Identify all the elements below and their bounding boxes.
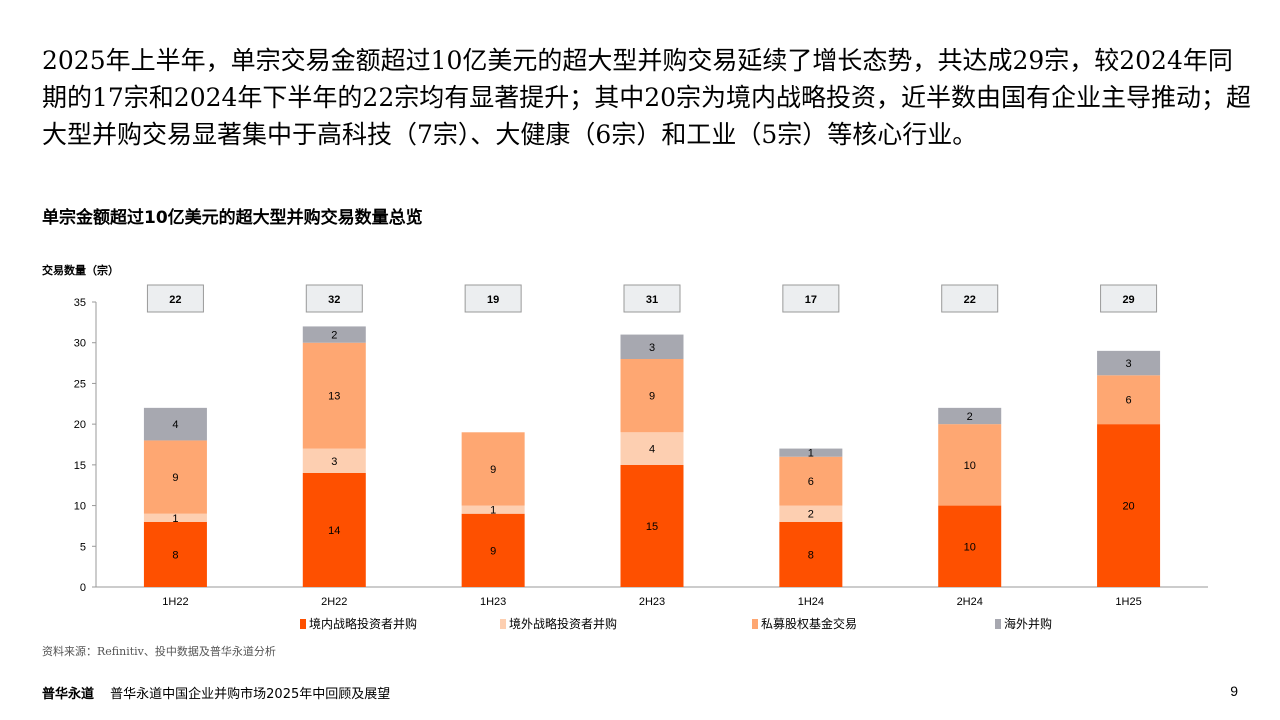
data-label: 1	[172, 513, 178, 525]
x-tick-label: 2H23	[639, 596, 665, 608]
bar-segment	[620, 359, 684, 433]
y-axis-label: 交易数量（宗）	[42, 264, 119, 277]
intro-paragraph: 2025年上半年，单宗交易金额超过10亿美元的超大型并购交易延续了增长态势，共达…	[42, 46, 1252, 149]
total-label: 29	[1122, 294, 1134, 306]
data-label: 4	[172, 419, 178, 431]
data-label: 13	[328, 391, 340, 403]
data-label: 9	[172, 472, 178, 484]
data-label: 2	[808, 509, 814, 521]
y-tick-label: 0	[80, 582, 86, 594]
total-label: 19	[487, 294, 499, 306]
bar-segment	[143, 513, 207, 522]
total-box	[623, 284, 681, 313]
y-tick-label: 25	[74, 378, 86, 390]
bar-segment	[143, 407, 207, 441]
footer-brand: 普华永道	[42, 687, 95, 702]
y-tick-label: 10	[74, 501, 86, 513]
total-label: 32	[328, 294, 340, 306]
legend-label: 私募股权基金交易	[761, 616, 857, 631]
bar-segment	[938, 424, 1002, 506]
x-tick-label: 1H25	[1115, 596, 1141, 608]
bar-segment	[938, 505, 1002, 587]
data-label: 20	[1122, 501, 1134, 513]
bar-segment	[461, 432, 525, 506]
bar-segment	[779, 505, 843, 522]
data-label: 3	[649, 342, 655, 354]
data-label: 1	[808, 448, 814, 460]
y-tick-label: 20	[74, 419, 86, 431]
total-box	[464, 284, 522, 313]
total-label: 31	[646, 294, 658, 306]
chart-title: 单宗金额超过10亿美元的超大型并购交易数量总览	[42, 208, 423, 228]
y-tick-label: 30	[74, 338, 86, 350]
bar-segment	[461, 505, 525, 514]
bar-segment	[620, 334, 684, 359]
data-label: 6	[1126, 395, 1132, 407]
data-label: 3	[331, 456, 337, 468]
x-tick-label: 2H22	[321, 596, 347, 608]
bar-segment	[1097, 424, 1161, 587]
y-tick-label: 5	[80, 541, 86, 553]
legend-swatch	[300, 619, 306, 629]
bar-segment	[1097, 375, 1161, 425]
y-tick-label: 35	[74, 297, 86, 309]
bar-segment	[620, 432, 684, 465]
total-box	[305, 284, 363, 313]
x-tick-label: 1H23	[480, 596, 506, 608]
bar-segment	[779, 456, 843, 506]
data-label: 4	[649, 444, 655, 456]
bar-segment	[938, 407, 1002, 425]
bar-segment	[461, 513, 525, 587]
total-label: 22	[964, 294, 976, 306]
data-label: 8	[808, 549, 814, 561]
total-label: 17	[805, 294, 817, 306]
footer: 普华永道 普华永道中国企业并购市场2025年中回顾及展望	[42, 683, 390, 702]
data-label: 14	[328, 525, 340, 537]
legend-swatch	[500, 619, 506, 629]
legend-swatch	[752, 619, 758, 629]
bar-segment	[143, 521, 207, 587]
data-label: 2	[331, 330, 337, 342]
total-box	[941, 284, 999, 313]
data-label: 9	[490, 545, 496, 557]
data-label: 9	[490, 464, 496, 476]
x-tick-label: 1H24	[798, 596, 824, 608]
legend-label: 境外战略投资者并购	[509, 616, 617, 631]
x-tick-label: 1H22	[162, 596, 188, 608]
bar-segment	[302, 326, 366, 343]
footer-title: 普华永道中国企业并购市场2025年中回顾及展望	[110, 687, 391, 702]
data-label: 10	[964, 541, 976, 553]
source-note: 资料来源：Refinitiv、投中数据及普华永道分析	[42, 645, 276, 658]
data-label: 10	[964, 460, 976, 472]
legend-label: 海外并购	[1004, 616, 1052, 631]
data-label: 3	[1126, 358, 1132, 370]
bar-segment	[302, 473, 366, 587]
bar-segment	[302, 448, 366, 473]
total-box	[146, 284, 204, 313]
data-label: 1	[490, 505, 496, 517]
total-label: 22	[169, 294, 181, 306]
data-label: 15	[646, 521, 658, 533]
total-box	[1100, 284, 1158, 313]
total-box	[782, 284, 840, 313]
data-label: 8	[172, 549, 178, 561]
bar-segment	[143, 440, 207, 514]
data-label: 9	[649, 391, 655, 403]
data-label: 6	[808, 476, 814, 488]
bar-segment	[1097, 350, 1161, 376]
legend-swatch	[995, 619, 1001, 629]
bar-segment	[779, 521, 843, 587]
bar-segment	[620, 464, 684, 587]
x-tick-label: 2H24	[957, 596, 983, 608]
data-label: 2	[967, 411, 973, 423]
bar-segment	[302, 342, 366, 449]
y-tick-label: 15	[74, 460, 86, 472]
page-number: 9	[1230, 683, 1238, 699]
bar-segment	[779, 448, 843, 457]
legend-label: 境内战略投资者并购	[309, 616, 417, 631]
